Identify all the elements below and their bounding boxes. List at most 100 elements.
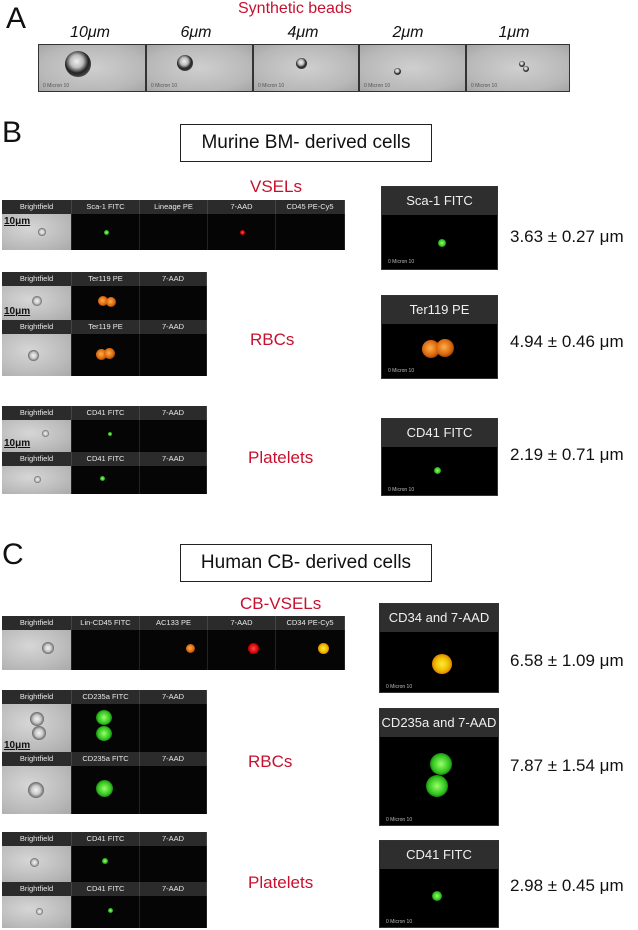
channel-header: Lineage PE (140, 200, 208, 214)
human-zoom-vsel: CD34 and 7-AAD 0 Micron 10 (379, 603, 499, 693)
mini-scale-bar: 0 Micron 10 (364, 83, 391, 89)
channel-header: Sca-1 FITC (72, 200, 140, 214)
fluorescence-image (140, 704, 207, 752)
human-section-title: Human CB- derived cells (180, 544, 432, 582)
fluorescence-image (140, 630, 208, 670)
bead-image-10um: 0 Micron 10 (38, 44, 146, 92)
fluorescence-image (72, 334, 140, 376)
murine-platelet-strip: Brightfield CD41 FITC 7-AAD 10μm Brightf… (2, 406, 207, 494)
fluorescence-image (140, 466, 207, 494)
cell (438, 239, 446, 247)
channel-header: Brightfield (2, 832, 72, 846)
fluorescence-image (140, 896, 207, 928)
channel-header: 7-AAD (140, 882, 207, 896)
channel-header: 7-AAD (140, 452, 207, 466)
brightfield-image: 10μm (2, 214, 72, 250)
channel-header: Lin-CD45 FITC (72, 616, 140, 630)
fluorescence-image (72, 630, 140, 670)
size-measurement: 2.98 ± 0.45 μm (510, 876, 624, 895)
channel-header: 7-AAD (140, 752, 207, 766)
brightfield-image: 10μm (2, 704, 72, 752)
zoom-title: CD41 FITC (380, 841, 498, 869)
murine-zoom-rbc: Ter119 PE 0 Micron 10 (381, 295, 498, 379)
fluorescence-image (208, 214, 276, 250)
brightfield-image (2, 896, 72, 928)
cell (30, 712, 44, 726)
mini-scale-bar: 0 Micron 10 (388, 259, 415, 265)
cell (96, 710, 112, 725)
cell (426, 775, 448, 797)
cell (96, 349, 107, 360)
scale-bar-label: 10μm (4, 740, 31, 751)
brightfield-image (2, 466, 72, 494)
human-zoom-rbc: CD235a and 7-AAD 0 Micron 10 (379, 708, 499, 826)
channel-header: 7-AAD (208, 616, 276, 630)
cell (96, 780, 113, 797)
cell (248, 643, 259, 654)
cell (102, 858, 108, 864)
channel-header: CD235a FITC (72, 752, 140, 766)
channel-header: Brightfield (2, 320, 72, 334)
channel-header: Brightfield (2, 406, 72, 420)
bead (523, 66, 529, 72)
fluorescence-image (72, 766, 140, 814)
cell (98, 296, 108, 306)
cell (432, 654, 452, 674)
fluorescence-image (140, 214, 208, 250)
cell (96, 726, 112, 741)
bead-size-label: 4μm (287, 24, 319, 41)
platelets-label: Platelets (248, 448, 314, 467)
bead (519, 61, 525, 67)
zoom-title: Ter119 PE (382, 296, 497, 324)
cell (318, 643, 329, 654)
channel-header: CD41 FITC (72, 406, 140, 420)
channel-header: CD34 PE-Cy5 (276, 616, 345, 630)
fluorescence-image (140, 766, 207, 814)
bead-image-4um: 0 Micron 10 (253, 44, 359, 92)
cell (186, 644, 195, 653)
channel-header: AC133 PE (140, 616, 208, 630)
murine-zoom-vsel: Sca-1 FITC 0 Micron 10 (381, 186, 498, 270)
channel-header: 7-AAD (208, 200, 276, 214)
human-platelet-strip: Brightfield CD41 FITC 7-AAD Brightfield … (2, 832, 207, 928)
fluorescence-image (72, 704, 140, 752)
rbcs-label: RBCs (248, 752, 293, 771)
channel-header: CD235a FITC (72, 690, 140, 704)
platelets-label: Platelets (248, 873, 314, 892)
cell (106, 297, 116, 307)
bead (394, 68, 401, 75)
cell (38, 228, 46, 236)
fluorescence-image (72, 896, 140, 928)
cell (436, 339, 454, 357)
mini-scale-bar: 0 Micron 10 (471, 83, 498, 89)
size-measurement: 4.94 ± 0.46 μm (510, 332, 624, 351)
cell (32, 296, 42, 306)
fluorescence-image (72, 214, 140, 250)
channel-header: 7-AAD (140, 272, 207, 286)
channel-header: Brightfield (2, 616, 72, 630)
channel-header: 7-AAD (140, 690, 207, 704)
rbcs-label: RBCs (250, 330, 295, 349)
cell (34, 476, 41, 483)
channel-header: 7-AAD (140, 832, 207, 846)
bead (177, 55, 193, 71)
cell (42, 642, 54, 654)
channel-header: Brightfield (2, 452, 72, 466)
scale-bar-label: 10μm (4, 438, 31, 449)
channel-header: Brightfield (2, 690, 72, 704)
size-measurement: 3.63 ± 0.27 μm (510, 227, 624, 246)
synthetic-beads-title: Synthetic beads (238, 0, 352, 17)
zoom-title: CD34 and 7-AAD (380, 604, 498, 632)
bead (296, 58, 307, 69)
fluorescence-image (208, 630, 276, 670)
cell (422, 340, 440, 358)
mini-scale-bar: 0 Micron 10 (151, 83, 178, 89)
mini-scale-bar: 0 Micron 10 (388, 487, 415, 493)
fluorescence-image (72, 846, 140, 882)
bead-size-label: 2μm (392, 24, 424, 41)
cell (36, 908, 43, 915)
cell (430, 753, 452, 775)
fluorescence-image (140, 286, 207, 320)
channel-header: Brightfield (2, 752, 72, 766)
mini-scale-bar: 0 Micron 10 (258, 83, 285, 89)
